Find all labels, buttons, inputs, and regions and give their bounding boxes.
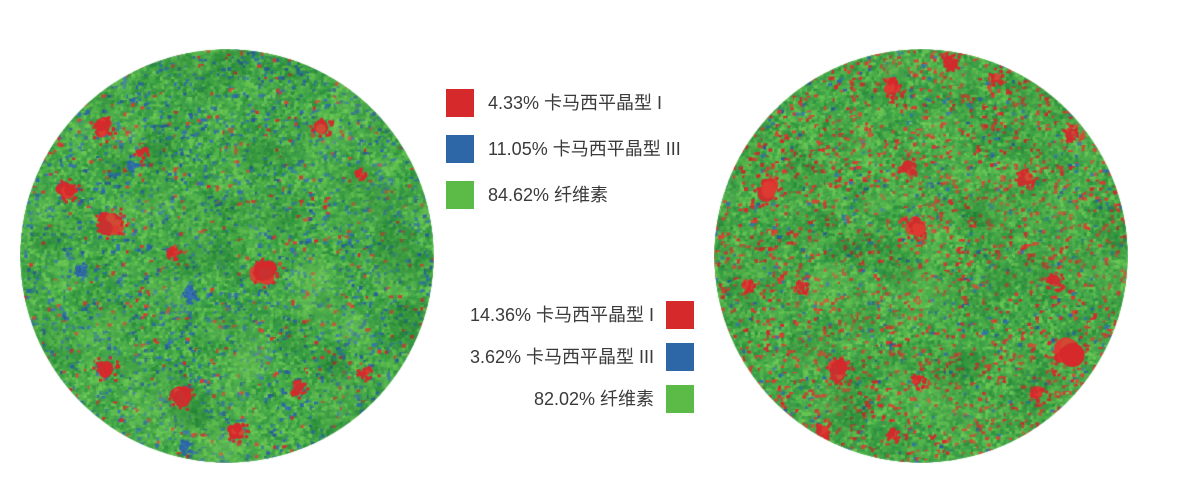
legend-swatch-cellulose [446, 181, 474, 209]
legend-right-sample: 14.36% 卡马西平晶型 I 3.62% 卡马西平晶型 III 82.02% … [456, 301, 694, 427]
legend-swatch-crystal-form-3 [666, 343, 694, 371]
legend-label: 3.62% 卡马西平晶型 III [469, 347, 654, 367]
legend-label: 14.36% 卡马西平晶型 I [469, 305, 654, 325]
legend-label: 11.05% 卡马西平晶型 III [488, 139, 681, 159]
chemical-map-right-disc [714, 49, 1128, 463]
legend-swatch-crystal-form-1 [446, 89, 474, 117]
legend-left-sample: 4.33% 卡马西平晶型 I 11.05% 卡马西平晶型 III 84.62% … [446, 89, 706, 227]
legend-item-form1: 4.33% 卡马西平晶型 I [446, 89, 706, 117]
legend-swatch-cellulose [666, 385, 694, 413]
legend-item-form1: 14.36% 卡马西平晶型 I [456, 301, 694, 329]
legend-label: 4.33% 卡马西平晶型 I [488, 93, 663, 113]
legend-item-form3: 3.62% 卡马西平晶型 III [456, 343, 694, 371]
legend-swatch-crystal-form-1 [666, 301, 694, 329]
legend-item-form3: 11.05% 卡马西平晶型 III [446, 135, 706, 163]
legend-label: 84.62% 纤维素 [488, 185, 609, 205]
legend-item-cellulose: 82.02% 纤维素 [456, 385, 694, 413]
legend-swatch-crystal-form-3 [446, 135, 474, 163]
legend-item-cellulose: 84.62% 纤维素 [446, 181, 706, 209]
chemical-map-left-disc [20, 49, 434, 463]
legend-label: 82.02% 纤维素 [533, 389, 654, 409]
